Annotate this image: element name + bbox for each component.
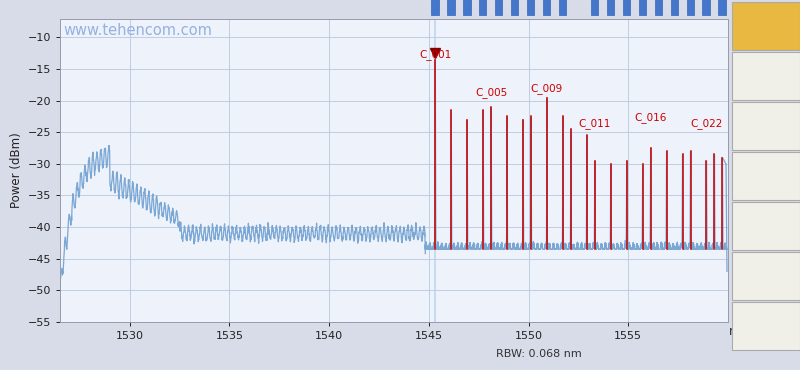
Bar xyxy=(606,0,614,16)
Bar xyxy=(463,0,470,16)
Text: C_001: C_001 xyxy=(419,49,451,60)
Bar xyxy=(718,0,726,16)
Text: nm: nm xyxy=(730,325,748,338)
Bar xyxy=(686,0,694,16)
Bar xyxy=(527,0,534,16)
Bar xyxy=(495,0,502,16)
Y-axis label: Power (dBm): Power (dBm) xyxy=(10,132,23,208)
Text: RBW: 0.068 nm: RBW: 0.068 nm xyxy=(496,349,582,359)
Text: C_005: C_005 xyxy=(475,87,507,98)
Bar xyxy=(543,0,550,16)
Bar xyxy=(670,0,678,16)
Bar xyxy=(559,0,566,16)
Bar xyxy=(654,0,662,16)
Bar xyxy=(702,0,710,16)
Bar xyxy=(622,0,630,16)
Bar xyxy=(511,0,518,16)
Bar xyxy=(638,0,646,16)
Text: C_022: C_022 xyxy=(690,118,722,129)
Bar xyxy=(431,0,438,16)
Text: C_009: C_009 xyxy=(531,84,563,94)
Text: C_016: C_016 xyxy=(634,112,667,123)
Bar xyxy=(590,0,598,16)
Text: C_011: C_011 xyxy=(578,118,611,129)
Text: www.tehencom.com: www.tehencom.com xyxy=(63,23,212,38)
Bar xyxy=(479,0,486,16)
Bar xyxy=(447,0,454,16)
